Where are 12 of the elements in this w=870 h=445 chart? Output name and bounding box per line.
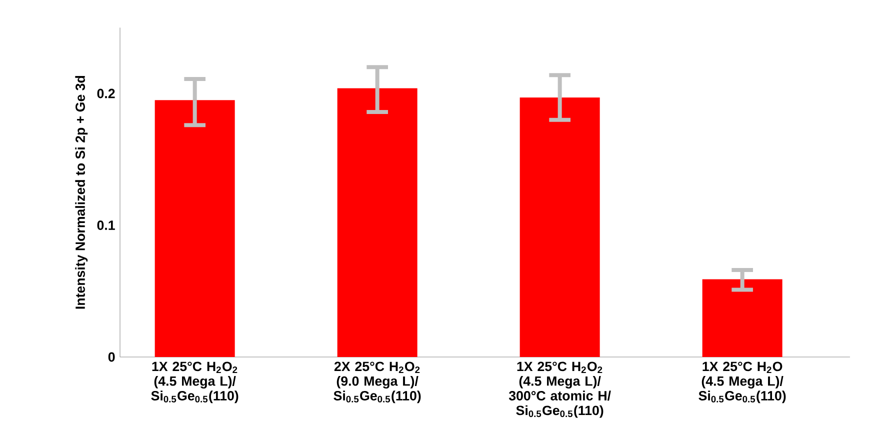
y-tick-label: 0 <box>108 352 115 362</box>
bar <box>337 88 418 357</box>
category-label: 2X 25°C H$_{2}$O$_{2}$ (9.0 Mega L)/ Si$_{0.5}$Ge$_{0.5}$(110) <box>334 362 421 404</box>
y-tick-label: 0.1 <box>97 220 115 230</box>
category-label: 1X 25°C H$_{2}$O$_{2}$ (4.5 Mega L)/ Si$_{0.5}$Ge$_{0.5}$(110) <box>151 362 238 404</box>
y-axis-title: Intensity Normalized to Si 2p + Ge 3d <box>75 76 88 309</box>
bar <box>520 97 600 357</box>
category-label: 1X 25°C H$_{2}$O$_{2}$ (4.5 Mega L)/ 300°C atomic H/ Si$_{0.5}$Ge$_{0.5}$(110) <box>508 362 611 418</box>
y-tick-label: 0.2 <box>97 88 115 98</box>
bar <box>702 279 782 357</box>
bar <box>154 100 235 357</box>
category-label: 1X 25°C H$_{2}$O (4.5 Mega L)/ Si$_{0.5}$Ge$_{0.5}$(110) <box>698 362 786 404</box>
